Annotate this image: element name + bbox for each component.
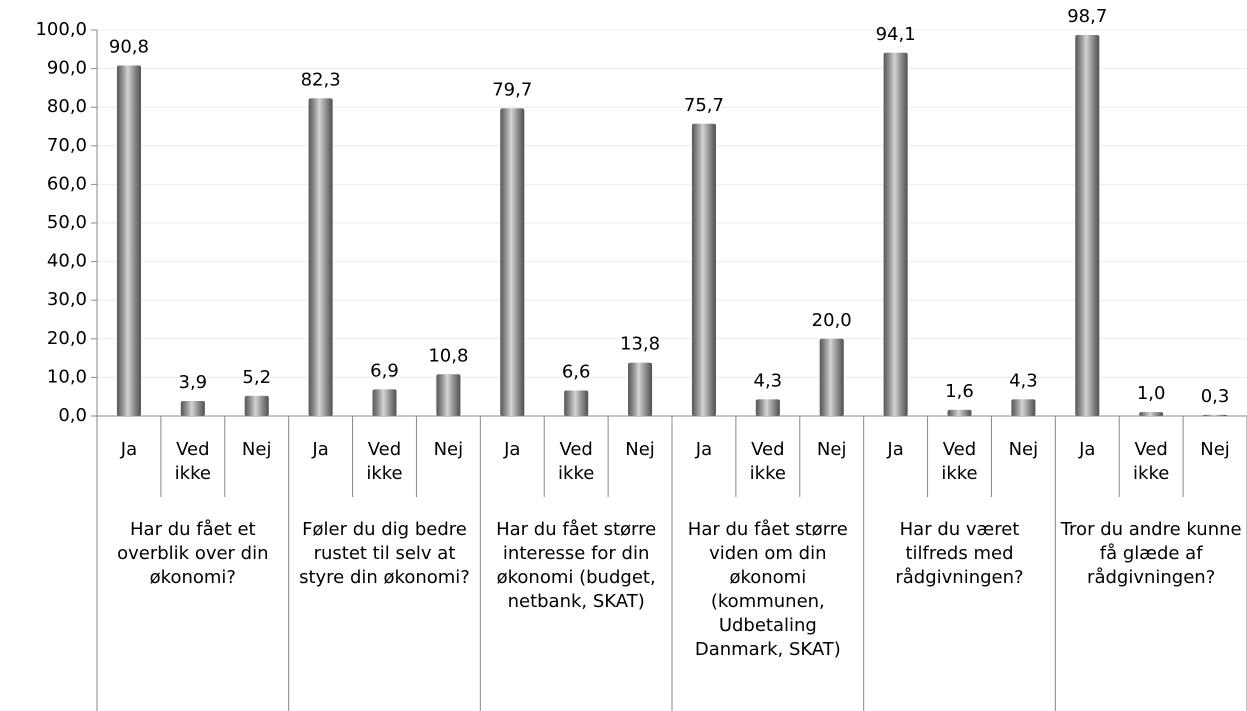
bar-shade (1075, 35, 1100, 416)
bar-shade (883, 52, 908, 417)
data-label: 98,7 (1067, 6, 1107, 27)
y-tick-label: 60,0 (47, 173, 87, 194)
y-tick-label: 10,0 (47, 366, 87, 387)
data-label: 1,0 (1137, 383, 1166, 404)
data-label: 20,0 (812, 310, 852, 331)
data-label: 79,7 (492, 79, 532, 100)
bar-shade (500, 108, 525, 416)
group-label: Har du fået et overblik over din økonomi… (117, 519, 269, 588)
x-tick-label: Ved ikke (941, 439, 978, 484)
bar-shade (947, 409, 972, 416)
x-tick-label: Nej (1200, 439, 1230, 460)
data-label: 6,9 (370, 360, 399, 381)
x-tick-label: Nej (625, 439, 655, 460)
bar-shade (1203, 414, 1228, 416)
x-tick-label: Ved ikke (1133, 439, 1170, 484)
data-label: 6,6 (562, 362, 591, 383)
bar-shade (755, 399, 780, 416)
y-tick-label: 20,0 (47, 328, 87, 349)
data-label: 4,3 (1009, 370, 1038, 391)
data-label: 5,2 (242, 367, 271, 388)
data-label: 3,9 (179, 372, 208, 393)
x-tick-label: Ja (504, 439, 521, 460)
x-tick-label: Ved ikke (366, 439, 403, 484)
x-tick-label: Nej (816, 439, 847, 460)
x-tick-label: Ja (1079, 439, 1096, 460)
data-label: 90,8 (109, 37, 149, 58)
data-label: 13,8 (620, 334, 660, 355)
y-tick-label: 30,0 (47, 289, 87, 310)
y-tick-label: 70,0 (47, 135, 87, 156)
data-label: 94,1 (876, 24, 916, 45)
group-label: Føler du dig bedre rustet til selv at st… (299, 519, 470, 588)
bar-shade (244, 395, 269, 416)
x-tick-label: Ja (887, 439, 904, 460)
x-tick-label: Ved ikke (174, 439, 211, 484)
x-tick-label: Ved ikke (749, 439, 786, 484)
bar-shade (1139, 412, 1164, 416)
bar-shade (436, 374, 461, 416)
data-label: 1,6 (945, 381, 974, 402)
bar-shade (116, 65, 141, 417)
data-label: 0,3 (1201, 386, 1230, 407)
x-tick-label: Nej (433, 439, 464, 460)
x-tick-label: Ja (120, 439, 138, 460)
x-tick-label: Ja (312, 439, 329, 460)
x-tick-label: Ja (695, 439, 713, 460)
bar-shade (691, 123, 716, 416)
data-label: 10,8 (428, 345, 468, 366)
y-tick-label: 0,0 (58, 405, 87, 426)
data-label: 75,7 (684, 95, 724, 116)
bar-shade (564, 390, 589, 416)
y-tick-label: 90,0 (47, 58, 87, 79)
y-tick-label: 80,0 (47, 96, 87, 117)
group-label: Har du fået større interesse for din øko… (496, 519, 657, 612)
x-tick-label: Ved ikke (558, 439, 595, 484)
bar-shade (180, 400, 205, 416)
data-label: 82,3 (301, 69, 341, 90)
group-label: Har du fået større viden om din økonomi … (687, 519, 848, 660)
bar-shade (1011, 399, 1036, 416)
bar-shade (628, 362, 653, 416)
bar-shade (372, 389, 397, 416)
group-label: Tror du andre kunne få glæde af rådgivni… (1060, 519, 1242, 588)
group-label: Har du været tilfreds med rådgivningen? (895, 519, 1024, 588)
x-tick-label: Nej (1008, 439, 1039, 460)
y-tick-label: 100,0 (35, 19, 87, 40)
bar-shade (308, 98, 333, 417)
data-label: 4,3 (754, 370, 783, 391)
y-tick-label: 50,0 (47, 212, 87, 233)
y-tick-label: 40,0 (47, 251, 87, 272)
bar-shade (819, 338, 844, 416)
x-tick-label: Nej (241, 439, 272, 460)
